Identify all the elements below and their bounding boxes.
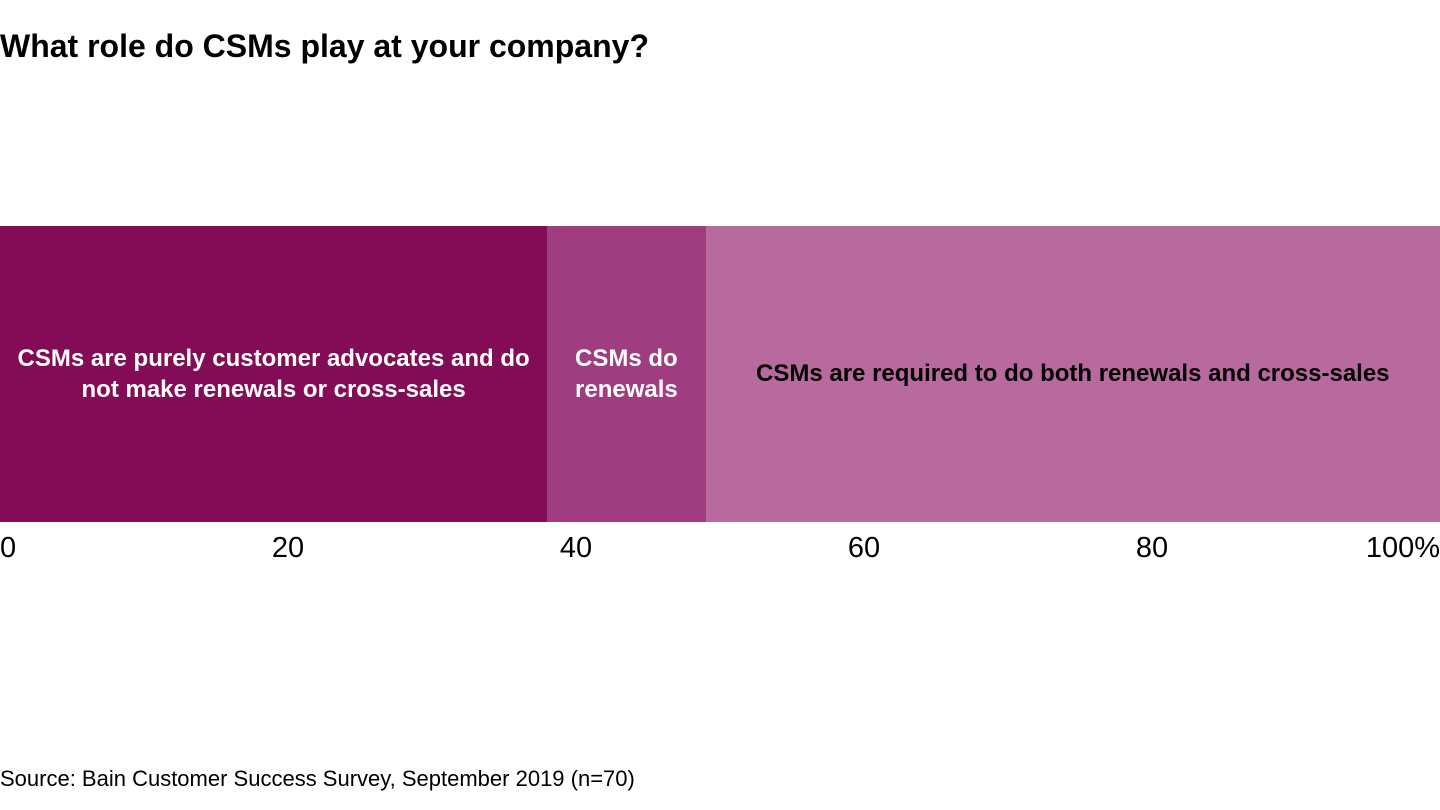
axis-tick-40: 40	[560, 532, 592, 565]
bar-segment-0: CSMs are purely customer advocates and d…	[0, 226, 547, 522]
axis-tick-60: 60	[848, 532, 880, 565]
axis-tick-20: 20	[272, 532, 304, 565]
source-footnote: Source: Bain Customer Success Survey, Se…	[0, 766, 635, 792]
axis-tick-80: 80	[1136, 532, 1168, 565]
axis-tick-100: 100%	[1366, 532, 1440, 565]
axis-tick-0: 0	[0, 532, 16, 565]
stacked-bar: CSMs are purely customer advocates and d…	[0, 226, 1440, 522]
bar-segment-2: CSMs are required to do both renewals an…	[706, 226, 1440, 522]
x-axis: 0 20 40 60 80 100%	[0, 532, 1440, 572]
chart-title: What role do CSMs play at your company?	[0, 28, 649, 65]
bar-segment-1: CSMs do renewals	[547, 226, 705, 522]
